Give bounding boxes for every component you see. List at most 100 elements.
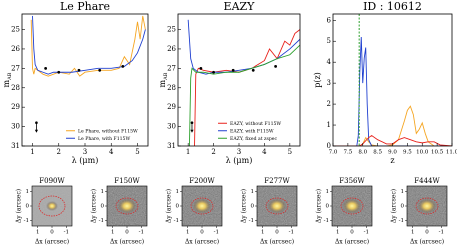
cutout-title: F200W: [189, 177, 215, 185]
upper-limit: [34, 121, 39, 133]
chart-title: Le Phare: [60, 0, 110, 13]
aperture: [415, 197, 439, 215]
source-blob: [46, 201, 58, 211]
source-blob: [417, 198, 437, 214]
legend-label: Le Phare, with F115W: [78, 136, 130, 142]
x-tick-label: 10.0: [416, 150, 429, 156]
series-line: [30, 15, 146, 77]
x-tick-label: 10.5: [431, 150, 444, 156]
y-tick-label: 29: [11, 103, 20, 111]
photometry-point: [251, 68, 255, 72]
y-axis-label: Δy (arcsec): [316, 189, 323, 223]
x-tick-label: -1: [364, 230, 369, 236]
x-tick-label: 1: [336, 230, 340, 236]
x-tick-label: 9.5: [403, 150, 412, 156]
x-tick-label: 4: [262, 148, 267, 156]
y-tick-label: -1: [24, 218, 29, 224]
photometry-point: [57, 70, 61, 74]
x-tick-label: 0: [425, 230, 429, 236]
y-tick-label: 28: [167, 84, 176, 92]
cutout-title: F090W: [39, 177, 65, 185]
y-tick-label: 28: [11, 84, 20, 92]
y-tick-label: 0: [26, 204, 30, 210]
source-blob: [117, 198, 137, 214]
x-tick-label: 11.0: [446, 150, 457, 156]
x-axis-label: z: [390, 156, 394, 165]
y-axis-label-sub: AB: [163, 72, 169, 81]
y-axis-label: Δy (arcsec): [241, 189, 248, 223]
x-tick-label: 0: [275, 230, 279, 236]
upper-limit: [190, 121, 194, 133]
y-axis-label: p(z): [313, 72, 322, 88]
y-tick-label: 1: [326, 189, 330, 195]
plot-content: [333, 14, 452, 146]
y-tick-label: 0: [326, 204, 330, 210]
cutout-title: F356W: [339, 177, 365, 185]
y-tick-label: 30: [167, 123, 176, 131]
x-tick-label: 1: [36, 230, 40, 236]
y-axis-label-main: m: [158, 79, 167, 87]
x-tick-label: 8.5: [373, 150, 382, 156]
y-tick-label: 0: [176, 204, 180, 210]
upper-limit-head: [34, 129, 39, 133]
chart-title: EAZY: [224, 0, 256, 13]
photometry-point: [77, 68, 81, 72]
y-tick-label: 1: [176, 189, 180, 195]
x-tick-label: 8.0: [358, 150, 367, 156]
x-tick-label: 0: [125, 230, 129, 236]
x-tick-label: 5: [288, 148, 292, 156]
y-tick-label: 26: [167, 45, 176, 53]
series-line: [333, 37, 452, 146]
y-tick-label: 1: [401, 189, 405, 195]
y-axis-label: Δy (arcsec): [91, 189, 98, 223]
legend-label: Le Phare, without F115W: [78, 128, 138, 134]
legend-label: EAZY, without F115W: [230, 121, 281, 127]
y-tick-label: 0: [327, 142, 331, 150]
x-tick-label: -1: [289, 230, 294, 236]
source-blob: [267, 198, 287, 214]
cutout-title: F150W: [114, 177, 140, 185]
legend-label: EAZY, with F115W: [230, 128, 274, 134]
source-blob: [192, 198, 212, 214]
x-tick-label: 0: [50, 230, 54, 236]
upper-limit-head: [190, 129, 194, 133]
y-axis-label-main: m: [2, 79, 11, 87]
x-tick-label: -1: [64, 230, 69, 236]
source-blob: [342, 198, 362, 214]
y-tick-label: 31: [11, 142, 20, 150]
x-tick-label: 7.0: [329, 150, 338, 156]
x-tick-label: 5: [135, 148, 139, 156]
x-axis-label: Δx (arcsec): [260, 239, 294, 246]
aperture: [340, 197, 364, 215]
y-tick-label: 29: [167, 103, 176, 111]
x-tick-label: 1: [186, 148, 190, 156]
x-tick-label: 1: [186, 230, 190, 236]
x-axis-label: Δx (arcsec): [110, 239, 144, 246]
y-tick-label: 0: [101, 204, 105, 210]
series-line: [333, 105, 452, 146]
plot-area: [333, 14, 452, 146]
y-tick-label: 4: [327, 58, 332, 66]
y-tick-label: -1: [249, 218, 254, 224]
y-tick-label: -1: [174, 218, 179, 224]
y-tick-label: 5: [327, 37, 331, 45]
cutout-title: F444W: [414, 177, 440, 185]
y-tick-label: 27: [11, 64, 20, 72]
plot-area: [178, 14, 300, 146]
chart-title: ID : 10612: [363, 0, 422, 13]
y-tick-label: -1: [399, 218, 404, 224]
x-tick-label: 7.5: [344, 150, 353, 156]
y-tick-label: 25: [167, 26, 176, 34]
y-tick-label: 1: [327, 121, 331, 129]
photometry-point: [44, 66, 48, 70]
cutout-title: F277W: [264, 177, 290, 185]
x-tick-label: 0: [350, 230, 354, 236]
photometry-point: [98, 68, 102, 72]
x-tick-label: 1: [30, 148, 34, 156]
aperture: [115, 197, 139, 215]
series-line: [188, 44, 300, 146]
series-line: [333, 134, 452, 146]
legend-label: EAZY, fixed at zspec: [230, 136, 277, 142]
x-tick-label: 9.0: [388, 150, 397, 156]
